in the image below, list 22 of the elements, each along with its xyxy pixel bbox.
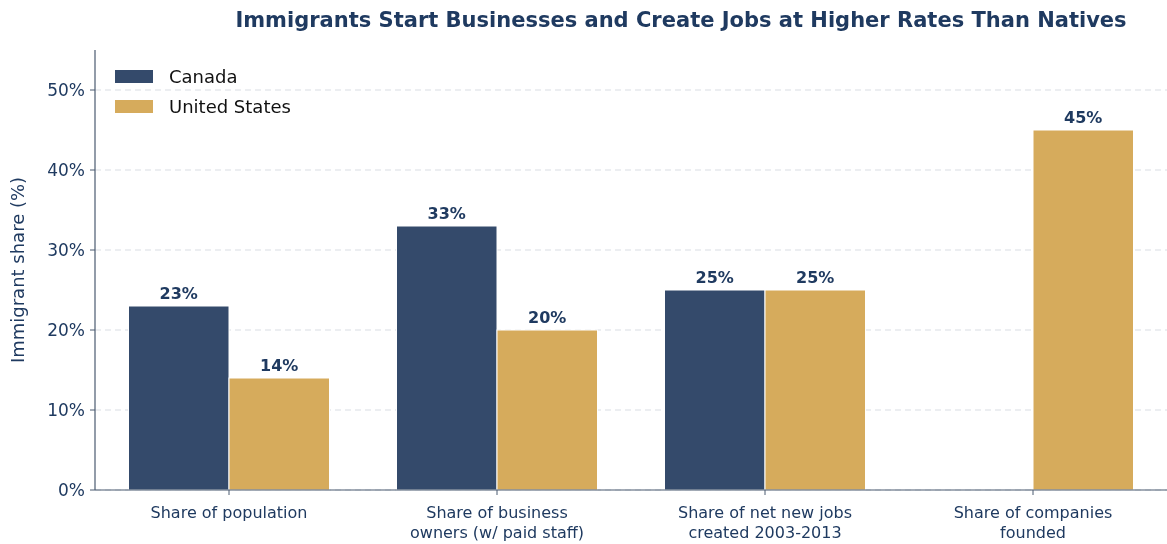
data-label: 25% xyxy=(695,268,734,287)
bar xyxy=(1032,129,1134,491)
x-tick-label: Share of business owners (w/ paid staff) xyxy=(410,503,584,542)
data-label: 20% xyxy=(528,308,567,327)
chart-title: Immigrants Start Businesses and Create Jobs at Higher Rates Than Natives xyxy=(235,8,1127,32)
y-tick-label: 50% xyxy=(47,79,85,100)
legend-label: Canada xyxy=(169,66,238,88)
y-tick-label: 10% xyxy=(47,399,85,420)
x-tick-label: Share of companies founded xyxy=(953,503,1113,542)
legend-label: United States xyxy=(169,96,291,118)
x-tick-label: Share of population xyxy=(150,503,308,522)
x-tick-label: Share of net new jobs created 2003-2013 xyxy=(678,503,852,542)
y-tick-label: 0% xyxy=(58,479,85,500)
data-label: 25% xyxy=(796,268,835,287)
y-tick-label: 40% xyxy=(47,159,85,180)
y-tick-label: 20% xyxy=(47,319,85,340)
data-label: 33% xyxy=(427,204,466,223)
data-label: 14% xyxy=(260,356,299,375)
y-axis-title: Immigrant share (%) xyxy=(7,176,28,364)
data-label: 45% xyxy=(1064,108,1103,127)
y-tick-label: 30% xyxy=(47,239,85,260)
data-label: 23% xyxy=(159,284,198,303)
